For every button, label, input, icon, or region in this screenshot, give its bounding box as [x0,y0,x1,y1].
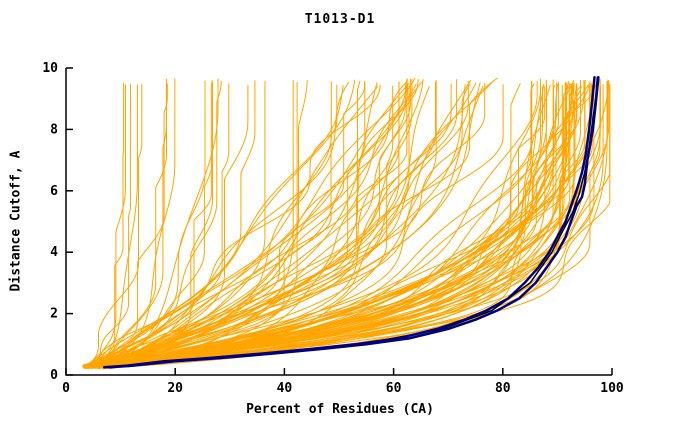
chart-title: T1013-D1 [304,12,376,27]
x-tick-label: 80 [495,381,511,396]
y-tick-label: 10 [42,61,58,76]
x-tick-label: 100 [600,381,624,396]
y-tick-label: 4 [50,245,58,260]
y-tick-label: 6 [50,184,58,199]
highlighted-model-1 [108,75,600,369]
y-axis-label: Distance Cutoff, A [8,150,24,292]
x-axis-label: Percent of Residues (CA) [246,402,434,417]
y-tick-label: 8 [50,122,58,137]
x-tick-label: 60 [386,381,402,396]
y-tick-label: 2 [50,307,58,322]
x-tick-label: 40 [277,381,293,396]
y-tick-label: 0 [50,368,58,383]
x-tick-label: 0 [62,381,70,396]
x-tick-label: 20 [167,381,183,396]
